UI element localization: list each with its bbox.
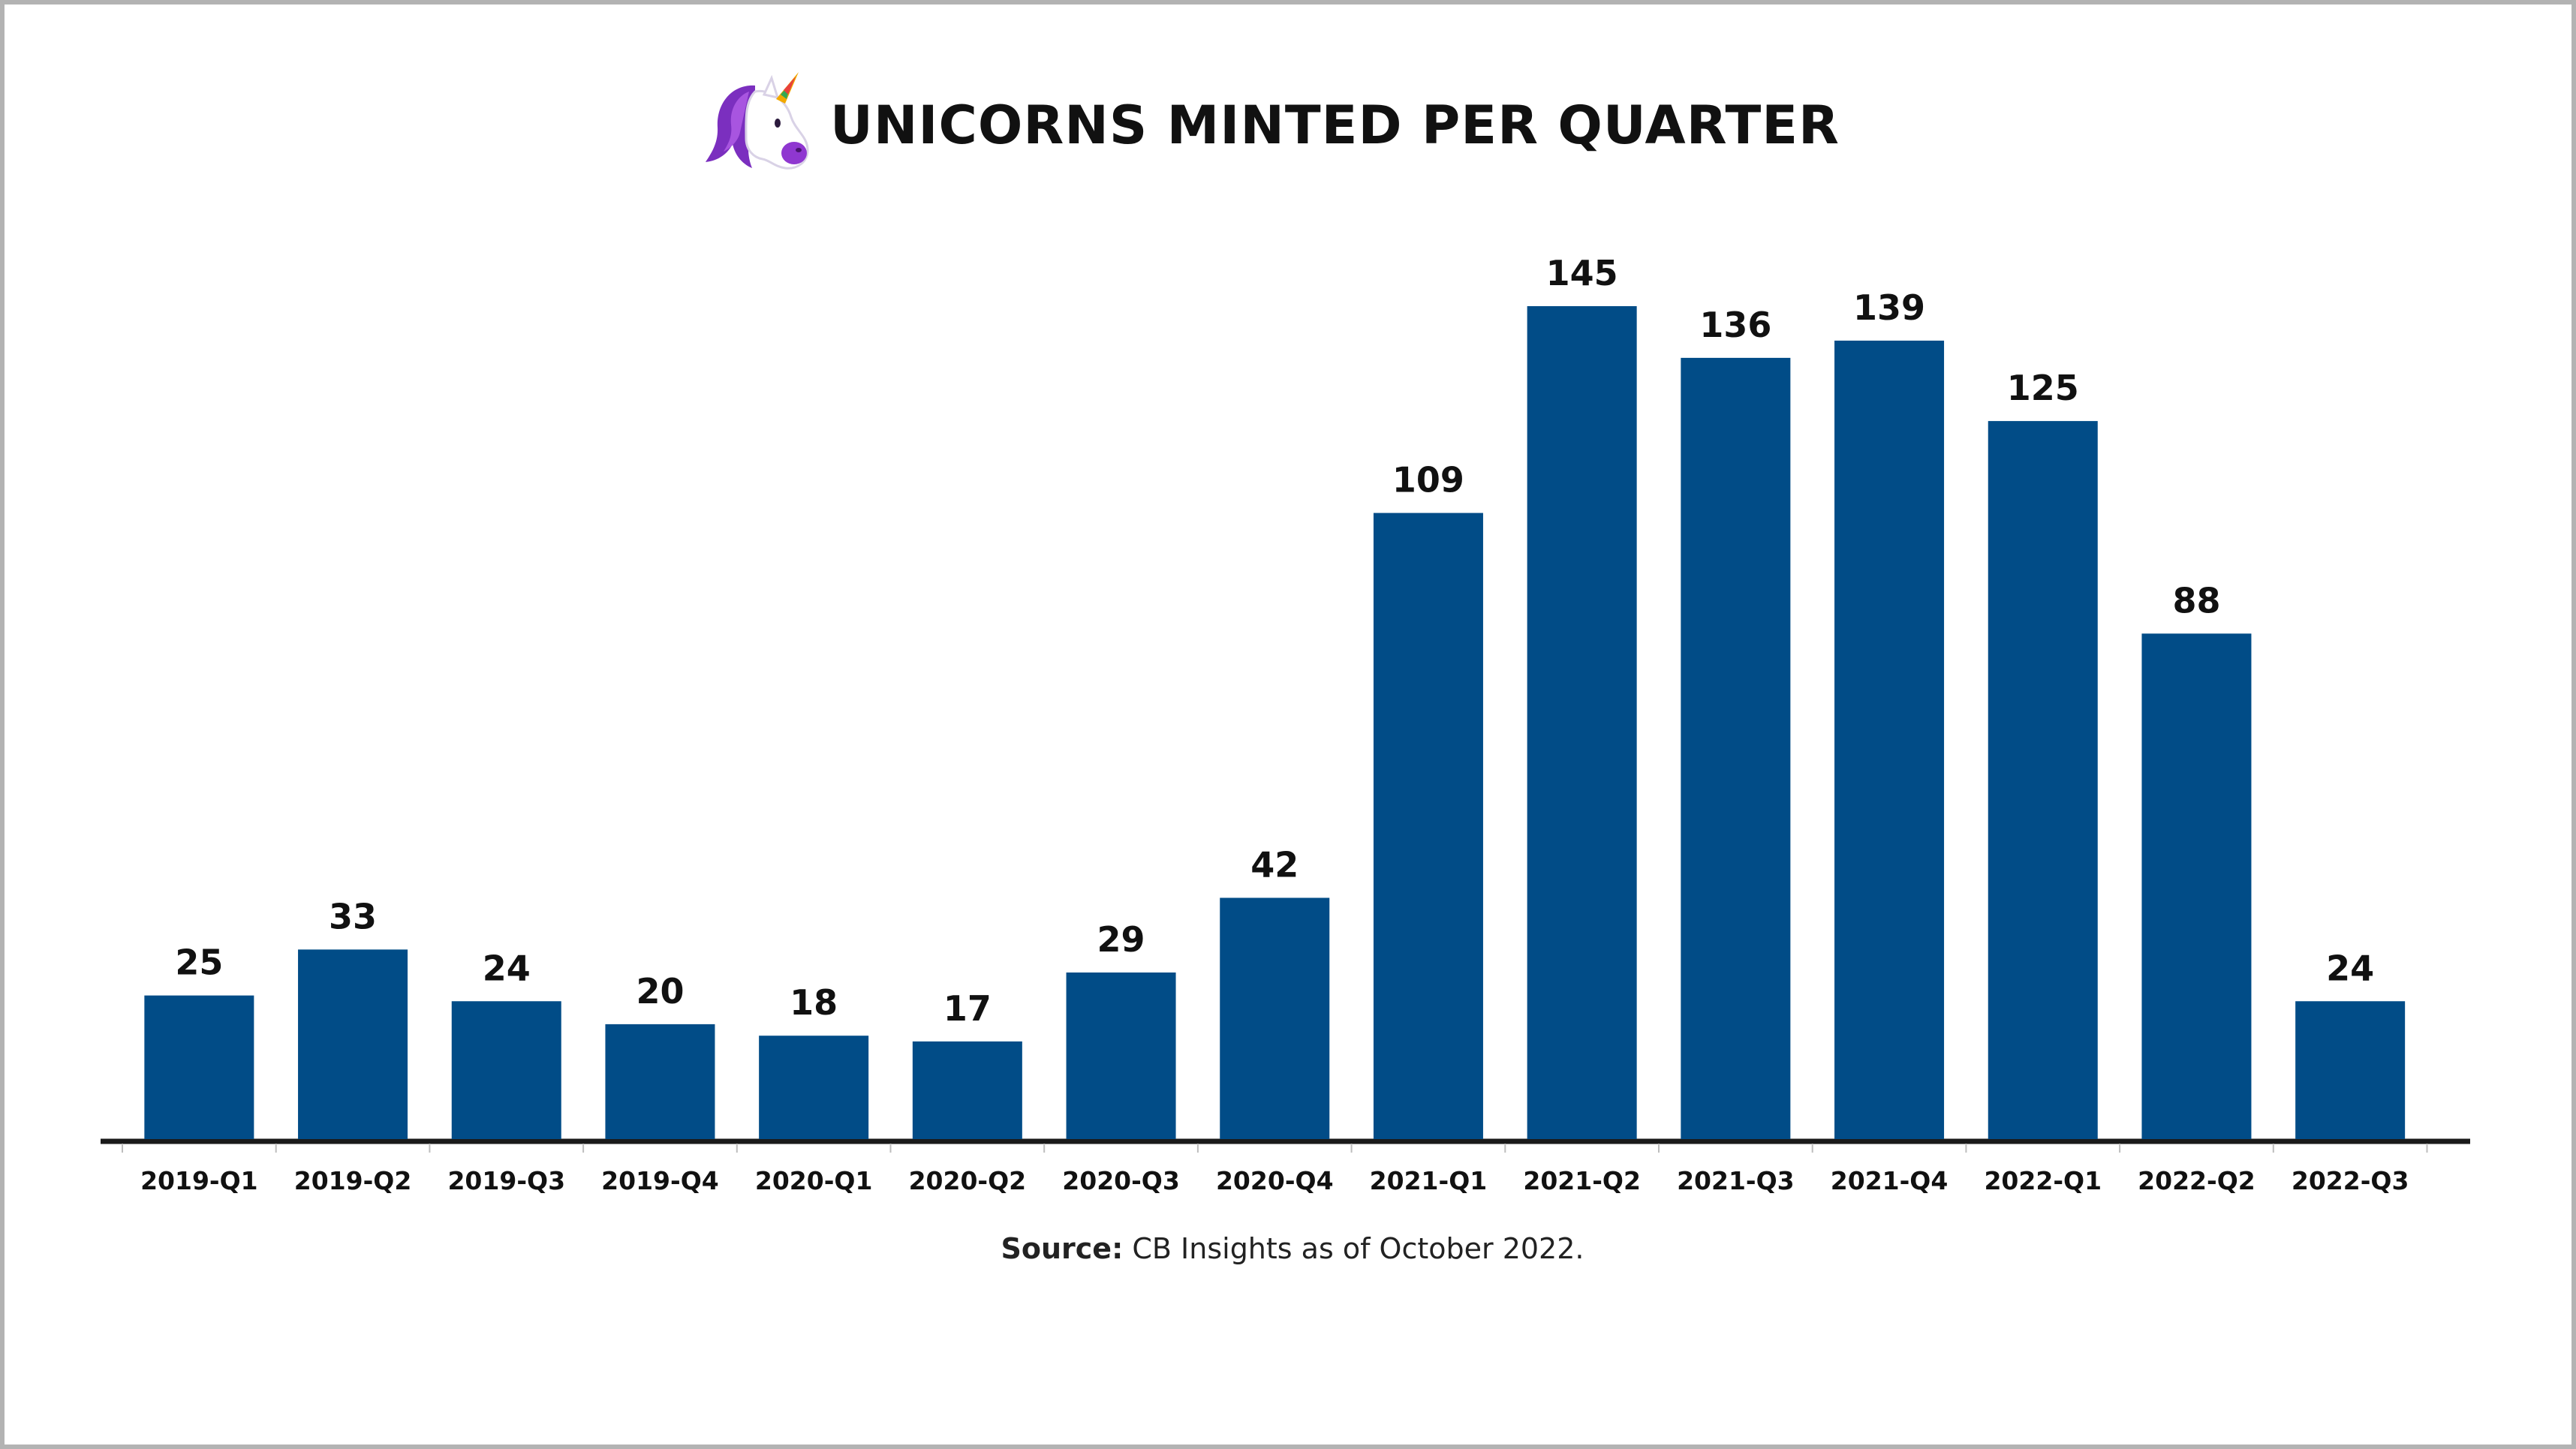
bar-2021-Q2 [1527,306,1637,1139]
x-tick-label-2022-Q2: 2022-Q2 [2138,1166,2256,1195]
data-label-2019-Q4: 20 [636,971,684,1012]
bar-2019-Q3 [451,1001,561,1139]
data-label-2022-Q1: 125 [2007,368,2079,408]
data-label-2020-Q4: 42 [1250,844,1299,885]
chart-title: UNICORNS MINTED PER QUARTER [830,95,1840,156]
data-label-2021-Q1: 109 [1392,460,1464,501]
bar-2019-Q1 [144,995,254,1139]
bar-2020-Q3 [1066,973,1176,1139]
data-label-2022-Q2: 88 [2172,580,2220,621]
x-tick-label-2022-Q3: 2022-Q3 [2292,1166,2409,1195]
bar-2019-Q4 [605,1024,715,1139]
unicorn-icon [706,72,809,170]
bar-2021-Q3 [1681,357,1791,1140]
bar-2019-Q2 [298,949,408,1139]
x-tick-label-2020-Q4: 2020-Q4 [1216,1166,1334,1195]
x-tick-label-2019-Q4: 2019-Q4 [601,1166,719,1195]
source-note: Source: CB Insights as of October 2022. [5,1232,2576,1265]
data-label-2020-Q1: 18 [790,982,838,1023]
bar-2022-Q2 [2141,633,2252,1139]
x-tick-label-2020-Q2: 2020-Q2 [909,1166,1027,1195]
title-block: UNICORNS MINTED PER QUARTER [703,69,1840,182]
data-label-2022-Q3: 24 [2326,948,2374,988]
data-label-2020-Q3: 29 [1097,919,1145,960]
x-tick-label-2021-Q4: 2021-Q4 [1831,1166,1949,1195]
bar-2021-Q4 [1834,340,1945,1139]
data-label-2021-Q4: 139 [1853,287,1925,328]
data-label-2019-Q3: 24 [483,948,531,988]
x-tick-label-2019-Q2: 2019-Q2 [294,1166,412,1195]
bar-2021-Q1 [1373,513,1483,1139]
source-text: CB Insights as of October 2022. [1123,1232,1584,1265]
data-label-2020-Q2: 17 [943,988,992,1029]
bar-2020-Q2 [912,1041,1022,1139]
x-tick-label-2020-Q1: 2020-Q1 [755,1166,873,1195]
x-tick-label-2019-Q3: 2019-Q3 [447,1166,565,1195]
source-label: Source: [1001,1232,1124,1265]
data-label-2019-Q2: 33 [329,896,377,936]
data-label-2019-Q1: 25 [175,942,223,983]
x-tick-label-2021-Q2: 2021-Q2 [1523,1166,1641,1195]
x-tick-label-2021-Q1: 2021-Q1 [1370,1166,1488,1195]
x-tick-label-2020-Q3: 2020-Q3 [1062,1166,1180,1195]
bar-chart: 25 2019-Q1 33 2019-Q2 24 2019-Q3 20 2019-Q4 18 20… [101,253,2470,1195]
x-tick-label-2021-Q3: 2021-Q3 [1677,1166,1795,1195]
x-tick-label-2022-Q1: 2022-Q1 [1984,1166,2102,1195]
data-label-2021-Q3: 136 [1699,305,1771,345]
x-tick-label-2019-Q1: 2019-Q1 [140,1166,258,1195]
data-label-2021-Q2: 145 [1546,253,1618,293]
bar-2022-Q1 [1988,421,2098,1139]
bar-2020-Q4 [1220,897,1330,1139]
bar-2020-Q1 [759,1036,869,1139]
bar-2022-Q3 [2295,1001,2406,1139]
